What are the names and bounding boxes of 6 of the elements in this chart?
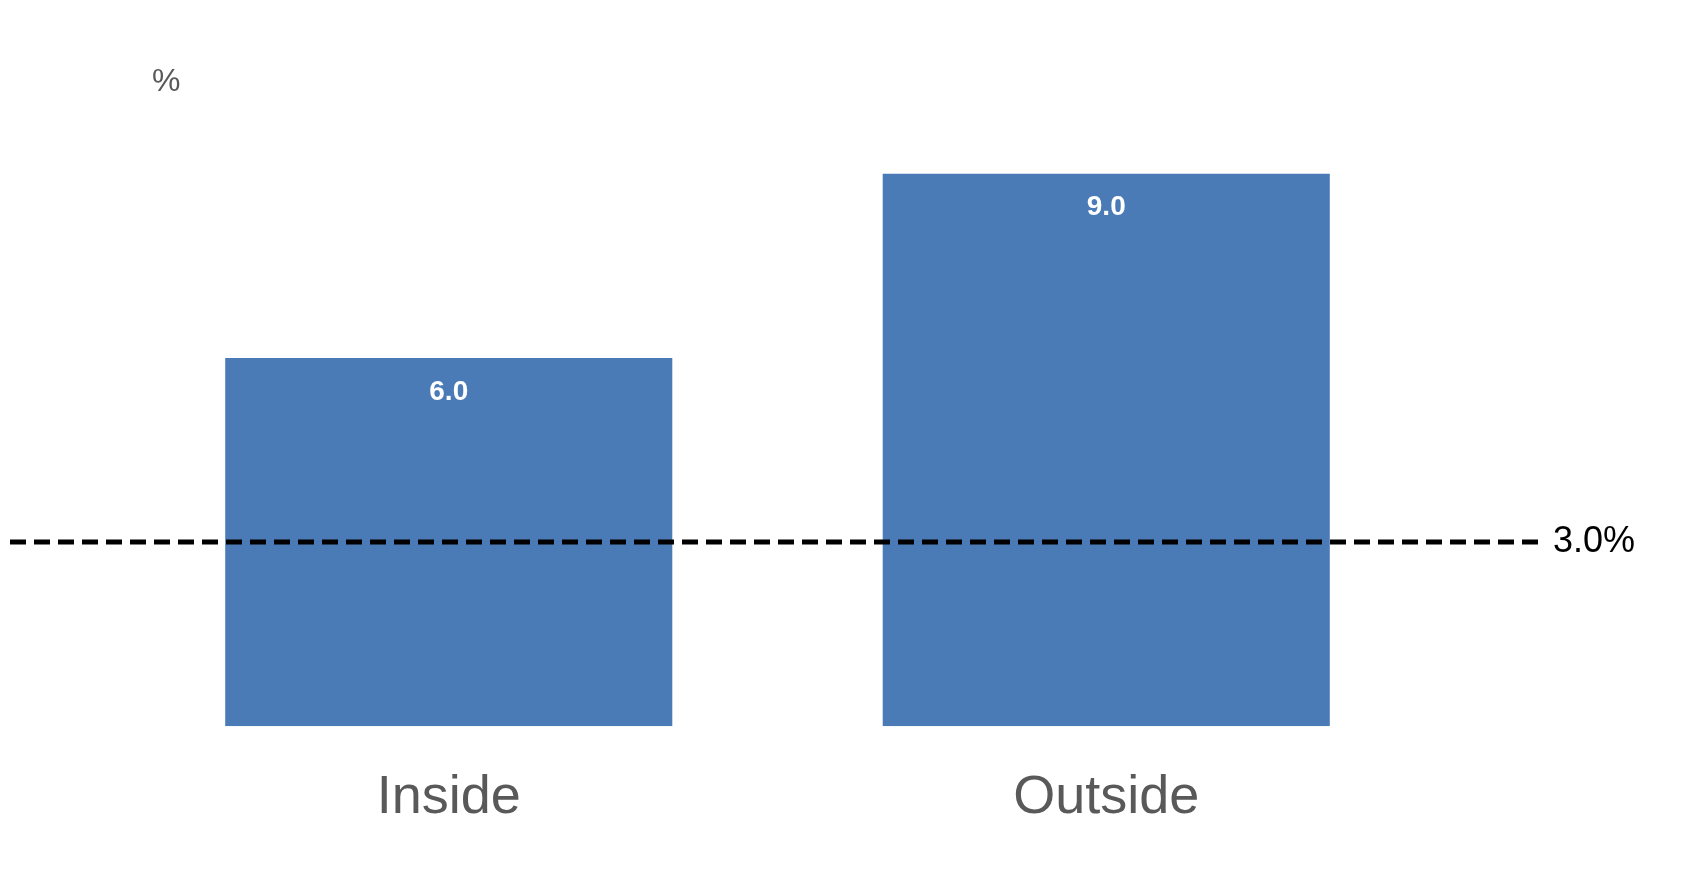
y-axis-title: % xyxy=(152,61,181,98)
data-label: 9.0 xyxy=(1086,190,1126,222)
data-label: 6.0 xyxy=(429,374,469,406)
x-tick-label: Outside xyxy=(1013,764,1200,825)
ref-line-label: 3.0% xyxy=(1553,518,1636,560)
x-tick-label: Inside xyxy=(376,764,521,825)
